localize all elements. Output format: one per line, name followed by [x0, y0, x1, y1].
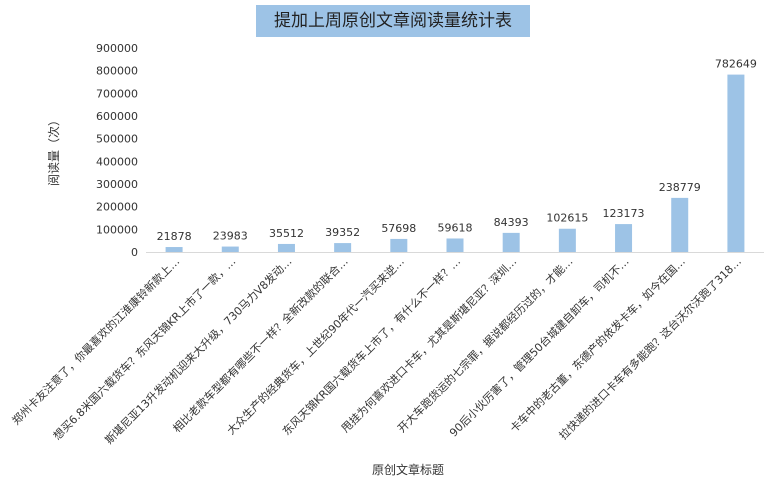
bar — [277, 243, 295, 252]
data-labels: 21878 23983 35512 39352 57698 59618 84393 10261… — [157, 58, 757, 243]
bar — [671, 197, 689, 252]
data-label: 782649 — [715, 58, 757, 71]
y-tick-label: 200000 — [96, 201, 138, 214]
x-axis-tick-labels: 郑州卡友注意了，你最喜欢的江淮康铃新款上…想买6.8米国六载货车？东风天锦KR上… — [9, 254, 744, 447]
data-label: 57698 — [381, 222, 416, 235]
bars — [165, 74, 745, 252]
y-tick-label: 500000 — [96, 133, 138, 146]
y-tick-label: 300000 — [96, 178, 138, 191]
data-label: 59618 — [438, 221, 473, 234]
data-label: 21878 — [157, 230, 192, 243]
data-label: 84393 — [494, 216, 529, 229]
y-axis-ticks: 0 100000 200000 300000 400000 500000 600000 700… — [96, 42, 138, 259]
data-label: 238779 — [659, 181, 701, 194]
data-label: 39352 — [325, 226, 360, 239]
x-axis-label: 原创文章标题 — [372, 462, 444, 477]
y-tick-label: 800000 — [96, 65, 138, 78]
bar — [390, 238, 408, 252]
y-tick-label: 100000 — [96, 223, 138, 236]
data-label: 102615 — [546, 212, 588, 225]
y-axis-label: 阅读量（次） — [47, 114, 61, 186]
data-label: 23983 — [213, 230, 248, 243]
y-tick-label: 900000 — [96, 42, 138, 55]
data-label: 123173 — [603, 207, 645, 220]
y-tick-label: 700000 — [96, 87, 138, 100]
bar — [727, 74, 745, 252]
chart-title-background — [256, 5, 530, 37]
bar — [221, 246, 239, 252]
x-tick-label: 斯堪尼亚13升发动机迎来大升级，730马力V8发动… — [102, 254, 295, 447]
bar — [615, 224, 633, 252]
bar — [446, 238, 464, 252]
bar — [502, 232, 520, 252]
bar — [334, 243, 352, 252]
bar — [165, 247, 183, 252]
y-tick-label: 0 — [131, 246, 138, 259]
y-tick-label: 600000 — [96, 110, 138, 123]
chart-title: 提加上周原创文章阅读量统计表 — [274, 11, 512, 31]
data-label: 35512 — [269, 227, 304, 240]
y-tick-label: 400000 — [96, 155, 138, 168]
bar — [558, 228, 576, 252]
